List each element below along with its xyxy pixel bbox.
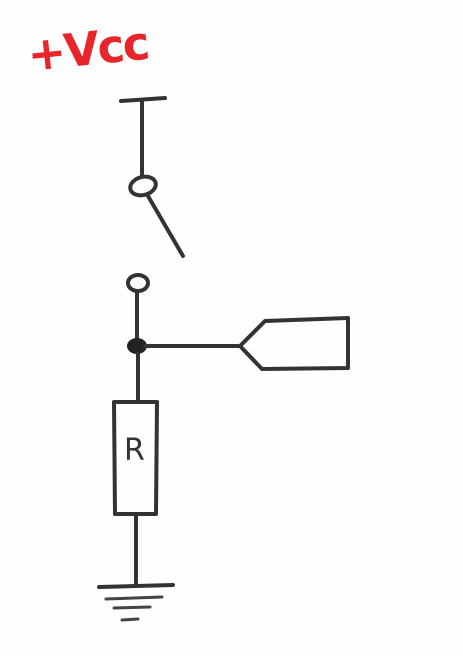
output-terminal	[238, 316, 350, 371]
ground-line-2	[104, 595, 164, 601]
switch-lever	[146, 194, 185, 258]
ground-line-4	[120, 617, 140, 622]
resistor-body	[112, 400, 159, 516]
junction-node	[127, 338, 147, 354]
resistor-label: R	[124, 433, 145, 468]
supply-label: +Vcc	[24, 15, 151, 82]
switch-upper-contact	[128, 174, 158, 198]
ground-line-1	[97, 583, 175, 589]
ground-line-3	[112, 605, 152, 610]
switch-lower-contact	[126, 273, 150, 293]
